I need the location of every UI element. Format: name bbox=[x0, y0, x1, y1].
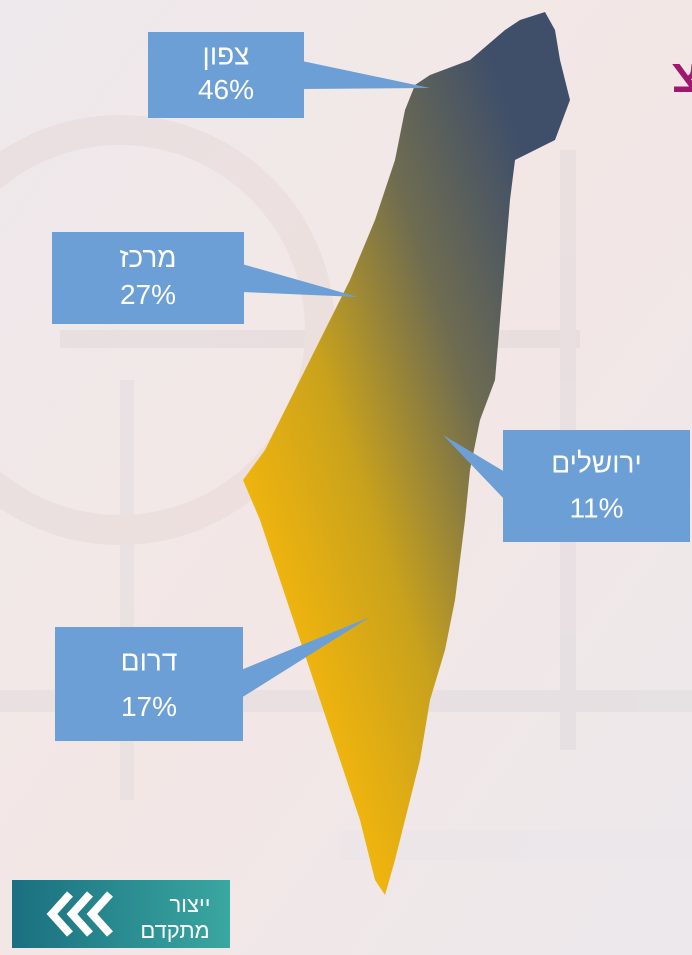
region-value: 27% bbox=[120, 279, 176, 310]
logo: ייצור מתקדם bbox=[12, 880, 230, 948]
title: צ bbox=[672, 50, 692, 102]
region-name: דרום bbox=[121, 645, 178, 676]
callout-pointer bbox=[302, 61, 430, 89]
region-value: 46% bbox=[198, 74, 254, 105]
region-name: מרכז bbox=[119, 242, 176, 273]
callout-box bbox=[55, 627, 243, 741]
israel-map bbox=[243, 12, 570, 895]
callout-pointer bbox=[443, 435, 505, 500]
region-value: 17% bbox=[121, 691, 177, 722]
callout-pointer bbox=[241, 617, 370, 698]
callout-box bbox=[52, 232, 244, 324]
callout-pointer bbox=[242, 264, 358, 297]
logo-line2: מתקדם bbox=[140, 918, 209, 943]
region-name: צפון bbox=[203, 40, 250, 71]
callout-box bbox=[503, 430, 690, 542]
callout-box bbox=[148, 32, 304, 118]
logo-line1: ייצור bbox=[170, 892, 211, 917]
region-name: ירושלים bbox=[551, 448, 641, 479]
region-value: 11% bbox=[570, 492, 624, 523]
